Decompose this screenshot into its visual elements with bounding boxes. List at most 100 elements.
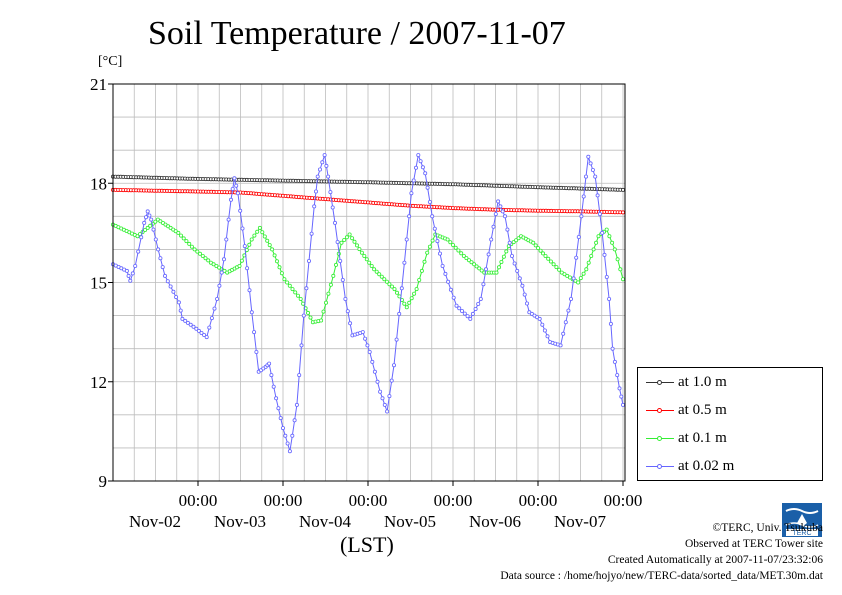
logo-text: TERC <box>792 530 811 537</box>
data-point <box>226 217 231 222</box>
data-point <box>610 346 615 351</box>
data-point <box>333 262 338 267</box>
data-point <box>148 223 153 228</box>
data-point <box>294 402 299 407</box>
data-point <box>380 396 385 401</box>
data-point <box>517 276 522 281</box>
data-point <box>586 260 591 265</box>
data-point <box>581 271 586 276</box>
data-point <box>377 272 382 277</box>
data-point <box>230 186 235 191</box>
data-point <box>339 240 344 245</box>
data-point <box>457 306 462 311</box>
data-point <box>427 244 432 249</box>
data-point <box>320 160 325 165</box>
legend-swatch-002m <box>646 462 674 472</box>
data-point <box>496 265 501 270</box>
data-point <box>271 384 276 389</box>
x-day-label: Nov-04 <box>299 512 351 531</box>
data-point <box>234 183 239 188</box>
data-point <box>350 236 355 241</box>
data-point <box>589 253 594 258</box>
data-point <box>328 282 333 287</box>
data-point <box>245 266 250 271</box>
data-point <box>344 235 349 240</box>
data-point <box>328 190 333 195</box>
data-point <box>536 246 541 251</box>
data-point <box>160 265 165 270</box>
data-point <box>287 283 292 288</box>
data-point <box>409 191 414 196</box>
x-day-label: Nov-06 <box>469 512 521 531</box>
legend-item-05m: at 0.5 m <box>646 400 727 420</box>
data-point <box>496 199 501 204</box>
data-point <box>416 153 421 158</box>
data-point <box>145 209 150 214</box>
legend-swatch-01m <box>646 434 674 444</box>
data-point <box>540 322 545 327</box>
data-point <box>604 227 609 232</box>
credit-created: Created Automatically at 2007-11-07/23:3… <box>607 554 823 566</box>
data-point <box>464 256 469 261</box>
x-day-label: Nov-05 <box>384 512 436 531</box>
data-point <box>595 193 600 198</box>
data-point <box>309 231 314 236</box>
data-point <box>211 262 216 267</box>
data-point <box>389 284 394 289</box>
data-point <box>602 252 607 257</box>
data-point <box>500 209 505 214</box>
data-point <box>427 199 432 204</box>
legend-item-01m: at 0.1 m <box>646 428 727 448</box>
data-point <box>489 237 494 242</box>
data-point <box>420 165 425 170</box>
data-point <box>551 262 556 267</box>
data-point <box>486 252 491 257</box>
data-point <box>313 189 318 194</box>
data-point <box>322 153 327 158</box>
x-tick-time-label: 00:00 <box>264 491 303 510</box>
data-point <box>407 214 412 219</box>
credits-block: ©TERC, Univ. Tsukuba Observed at TERC To… <box>500 520 823 584</box>
data-point <box>202 332 207 337</box>
data-point <box>591 247 596 252</box>
data-point <box>397 311 402 316</box>
data-point <box>317 167 322 172</box>
data-point <box>224 237 229 242</box>
data-point <box>610 240 615 245</box>
data-point <box>571 276 576 281</box>
data-point <box>237 263 242 268</box>
y-unit-label: [°C] <box>98 54 123 69</box>
data-point <box>240 226 245 231</box>
data-point <box>512 261 517 266</box>
data-point <box>619 394 624 399</box>
data-point <box>531 240 536 245</box>
data-point <box>197 251 202 256</box>
data-point <box>142 220 147 225</box>
data-point <box>367 260 372 265</box>
data-point <box>217 283 222 288</box>
data-point <box>295 293 300 298</box>
data-point <box>364 257 369 262</box>
data-point <box>481 282 486 287</box>
data-point <box>468 316 473 321</box>
data-point <box>136 249 141 254</box>
data-point <box>404 305 409 310</box>
data-point <box>252 330 257 335</box>
data-point <box>274 396 279 401</box>
data-point <box>446 279 451 284</box>
data-point <box>478 296 483 301</box>
data-point <box>326 291 331 296</box>
legend: at 1.0 m at 0.5 m at 0.1 m at 0.02 m <box>637 367 823 481</box>
data-point <box>357 247 362 252</box>
data-point <box>621 210 626 215</box>
data-point <box>304 286 309 291</box>
data-point <box>184 239 189 244</box>
data-point <box>448 287 453 292</box>
data-point <box>215 296 220 301</box>
data-point <box>437 251 442 256</box>
x-tick-time-label: 00:00 <box>179 491 218 510</box>
data-point <box>290 287 295 292</box>
data-point <box>207 325 212 330</box>
data-point <box>200 253 205 258</box>
data-point <box>219 270 224 275</box>
